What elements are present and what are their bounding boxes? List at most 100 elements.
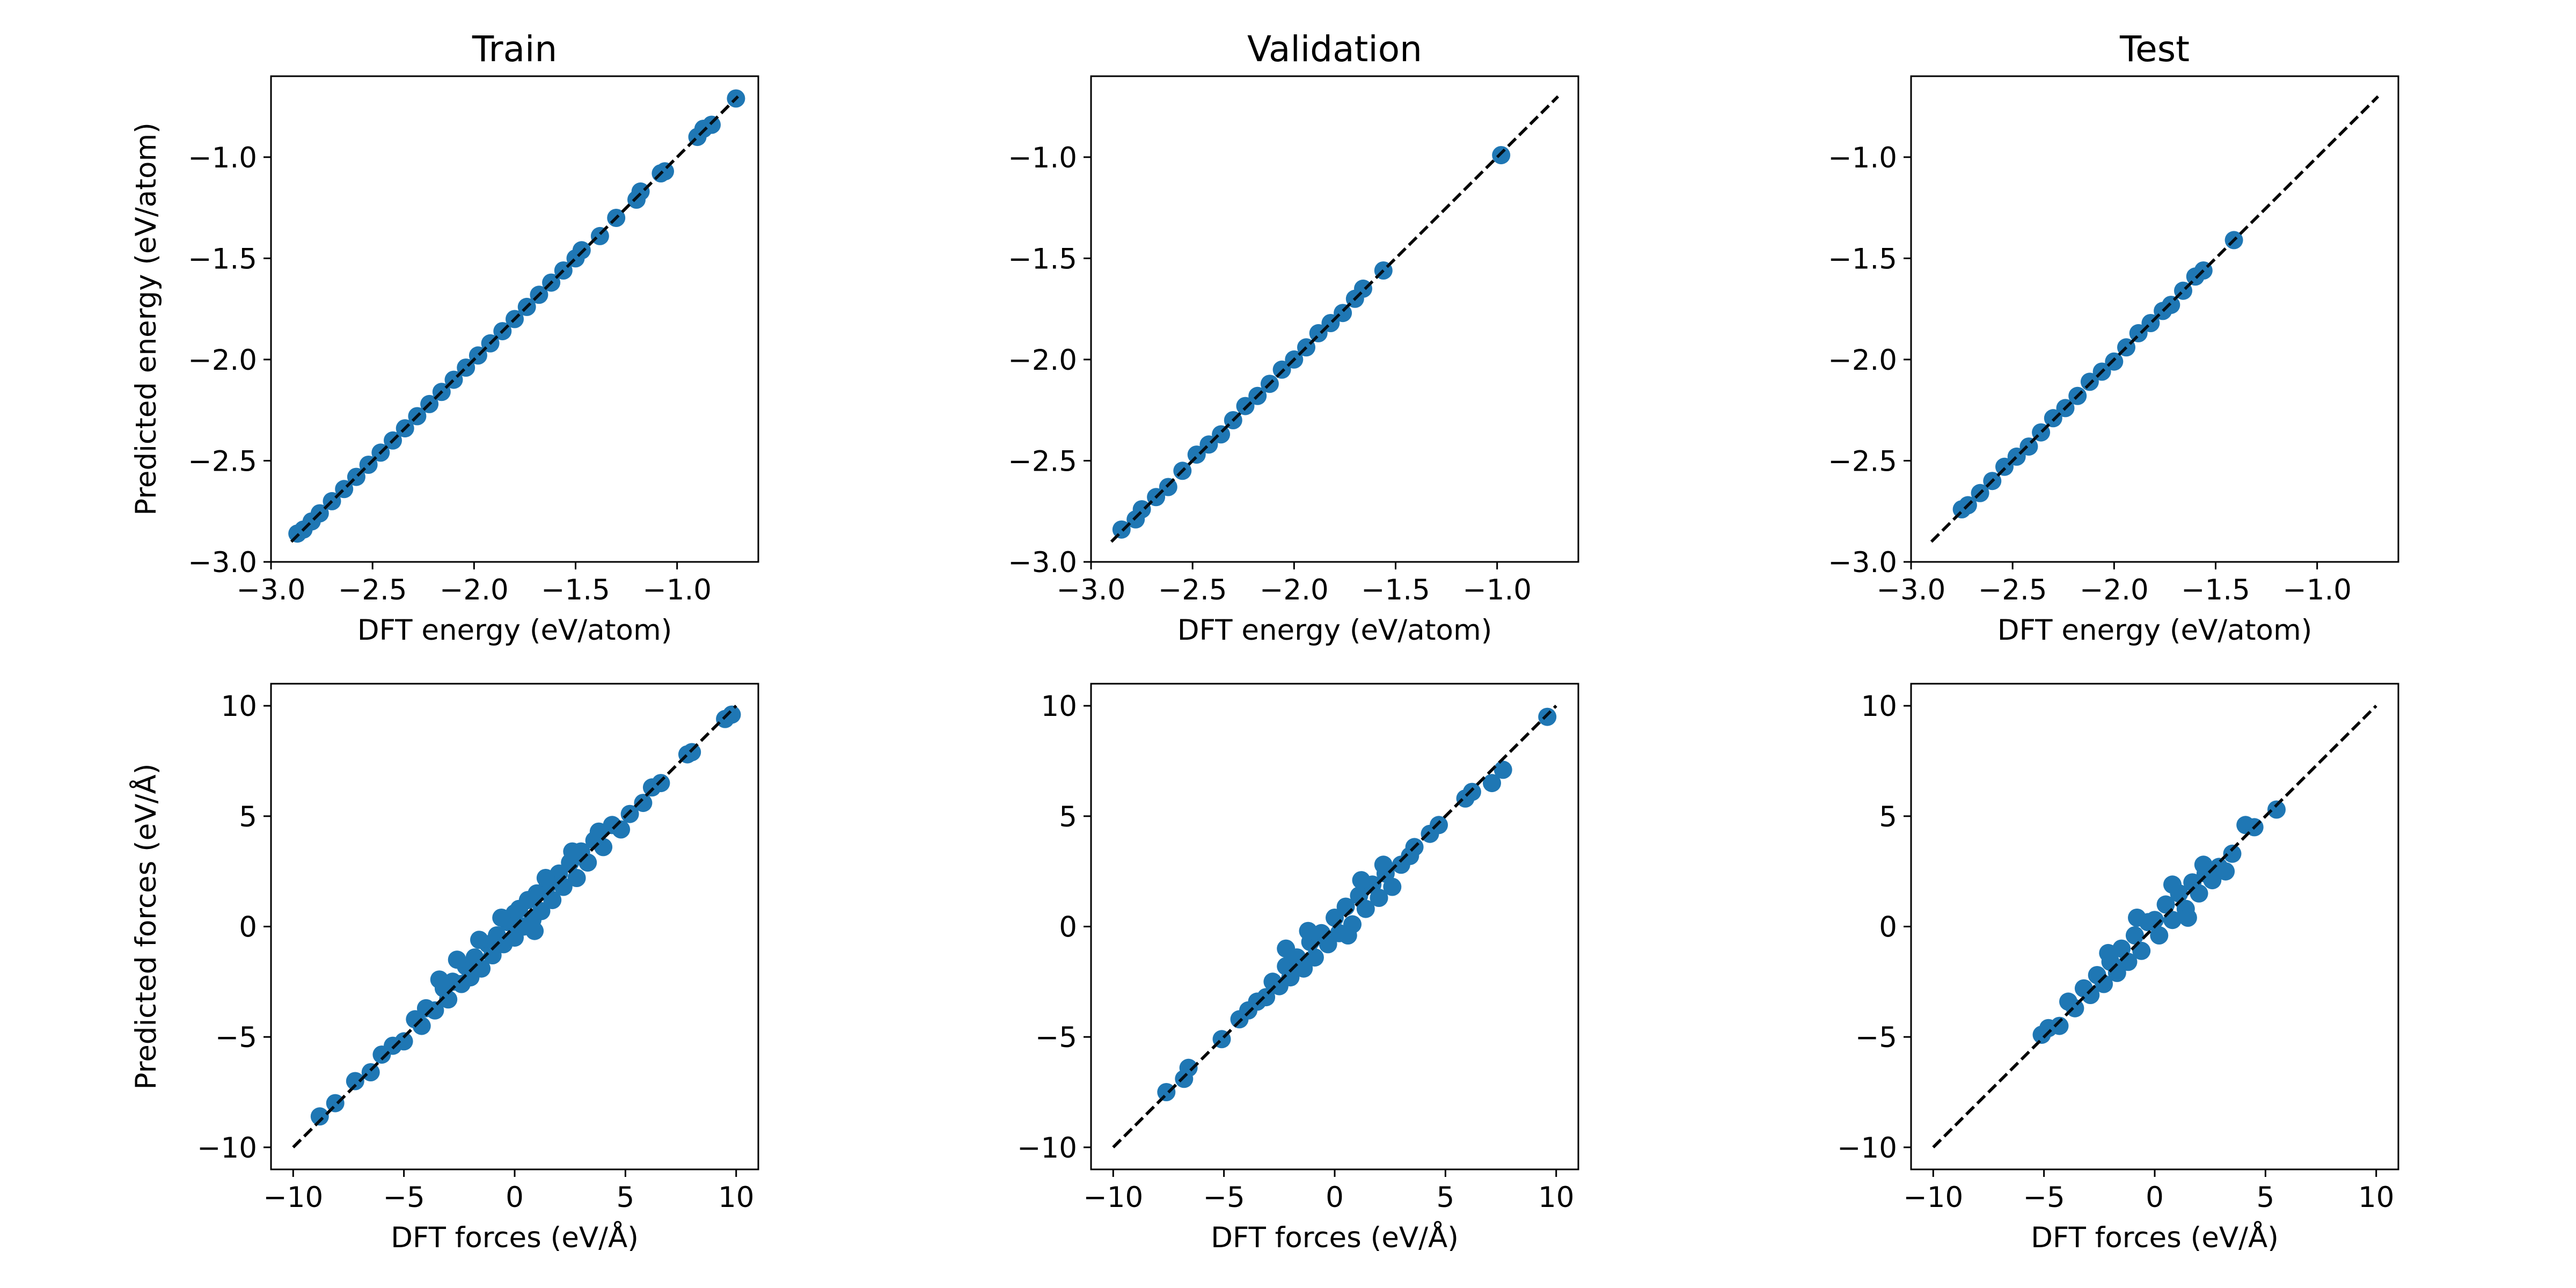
y-tick-label: 10 [221, 690, 257, 723]
y-tick-label: −1.5 [188, 243, 257, 275]
data-point [346, 1072, 364, 1091]
data-point [492, 909, 511, 927]
data-point [563, 842, 582, 861]
test-energy-x-axis-label: DFT energy (eV/atom) [1997, 614, 2312, 647]
y-tick-label: 5 [239, 801, 257, 833]
data-point [2128, 909, 2146, 927]
data-point [439, 990, 458, 1009]
data-point [1257, 988, 1276, 1007]
data-point [594, 838, 613, 857]
y-tick-label: −3.0 [188, 546, 257, 579]
y-tick-label: −2.0 [1008, 344, 1077, 377]
y-tick-label: −1.0 [188, 142, 257, 174]
y-tick-label: −2.0 [188, 344, 257, 377]
data-point [536, 869, 555, 887]
x-tick-label: 0 [2146, 1181, 2164, 1214]
x-tick-label: −3.0 [1877, 574, 1946, 606]
data-point [1277, 939, 1296, 958]
x-tick-label: −3.0 [237, 574, 306, 606]
x-tick-label: −3.0 [1057, 574, 1126, 606]
x-tick-label: 10 [718, 1181, 754, 1214]
data-point [1179, 1058, 1198, 1077]
data-point [1319, 935, 1337, 954]
validation-energy-x-axis-label: DFT energy (eV/atom) [1177, 614, 1492, 647]
data-point [722, 705, 741, 724]
data-point [2081, 986, 2100, 1004]
train-energy-axes-frame [270, 75, 759, 563]
data-point [1370, 889, 1388, 907]
validation-forces-panel: −10 −5 0 5 10 −10 −5 0 5 10 DFT forces (eV/Å) [1017, 683, 1579, 1254]
x-tick-label: −2.0 [2080, 574, 2149, 606]
x-tick-label: −1.0 [1462, 574, 1532, 606]
validation-energy-axes-frame [1090, 75, 1579, 563]
y-tick-label: −5 [1035, 1021, 1077, 1054]
data-point [1462, 782, 1481, 801]
test-forces-points [2032, 800, 2286, 1044]
validation-forces-reference-line-overlay [1112, 705, 1557, 1148]
data-point [326, 1094, 345, 1113]
y-tick-label: 0 [1059, 911, 1077, 944]
data-point [412, 1016, 431, 1035]
data-point [1281, 968, 1300, 987]
train-forces-panel: −10 −5 0 5 10 −10 −5 0 5 10 DFT forces (eV/Å) Predi… [128, 683, 759, 1254]
data-point [2163, 875, 2182, 894]
y-tick-label: −1.5 [1828, 243, 1897, 275]
y-tick-label: −3.0 [1008, 546, 1077, 579]
data-point [1430, 816, 1448, 835]
data-point [1383, 877, 1402, 896]
data-point [2095, 975, 2113, 993]
data-point [2178, 909, 2197, 927]
train-energy-panel: Train −3.0 −2.5 −2.0 −1.5 −1.0 −3.0 −2.5 −2.0 −1.… [130, 28, 759, 647]
y-tick-label: −2.0 [1828, 344, 1897, 377]
y-tick-label: −10 [1017, 1132, 1077, 1165]
data-point [394, 1032, 413, 1051]
test-forces-panel: −10 −5 0 5 10 −10 −5 0 5 10 DFT forces (eV/Å) [1837, 683, 2399, 1254]
x-tick-label: −1.0 [642, 574, 712, 606]
x-tick-label: −1.5 [1361, 574, 1430, 606]
x-tick-label: −10 [263, 1181, 323, 1214]
data-point [1374, 855, 1393, 874]
x-tick-label: −2.5 [1158, 574, 1227, 606]
y-tick-label: −5 [215, 1021, 257, 1054]
x-tick-label: −1.5 [541, 574, 610, 606]
data-point [2216, 862, 2235, 881]
x-tick-label: −10 [1903, 1181, 1963, 1214]
x-tick-label: −5 [1203, 1181, 1245, 1214]
data-point [1305, 948, 1324, 967]
x-tick-label: 5 [1436, 1181, 1454, 1214]
data-point [525, 921, 544, 940]
data-point [567, 869, 586, 887]
test-energy-panel: Test −3.0 −2.5 −2.0 −1.5 −1.0 −3.0 −2.5 −2.0 −1.5… [1828, 28, 2399, 647]
data-point [1294, 959, 1313, 978]
x-tick-label: 5 [2256, 1181, 2274, 1214]
y-tick-label: −1.0 [1008, 142, 1077, 174]
validation-energy-reference-line-overlay [1110, 95, 1560, 543]
test-energy-reference-line-overlay [1930, 95, 2380, 543]
x-tick-label: −5 [383, 1181, 425, 1214]
data-point [2146, 911, 2164, 930]
x-tick-label: −1.0 [2282, 574, 2352, 606]
train-forces-reference-line-overlay [292, 705, 737, 1148]
y-tick-label: 10 [1041, 690, 1077, 723]
data-point [2050, 1016, 2069, 1035]
y-tick-label: 5 [1879, 801, 1897, 833]
x-tick-label: −2.5 [338, 574, 407, 606]
train-energy-title: Train [472, 28, 557, 70]
train-energy-y-axis-label: Predicted energy (eV/atom) [130, 122, 163, 516]
data-point [361, 1063, 380, 1081]
data-point [483, 946, 502, 964]
train-forces-y-axis-label: Predicted forces (eV/Å) [128, 764, 163, 1090]
train-forces-points [310, 705, 741, 1126]
y-tick-label: −10 [197, 1132, 257, 1165]
data-point [1299, 921, 1318, 940]
x-tick-label: −2.0 [440, 574, 509, 606]
data-point [448, 950, 466, 969]
train-energy-x-axis-label: DFT energy (eV/atom) [357, 614, 672, 647]
data-point [1494, 760, 1512, 779]
data-point [2223, 844, 2242, 863]
data-point [1538, 707, 1557, 726]
x-tick-label: −2.0 [1260, 574, 1329, 606]
data-point [310, 1107, 329, 1126]
x-tick-label: −2.5 [1978, 574, 2047, 606]
data-point [470, 931, 488, 949]
